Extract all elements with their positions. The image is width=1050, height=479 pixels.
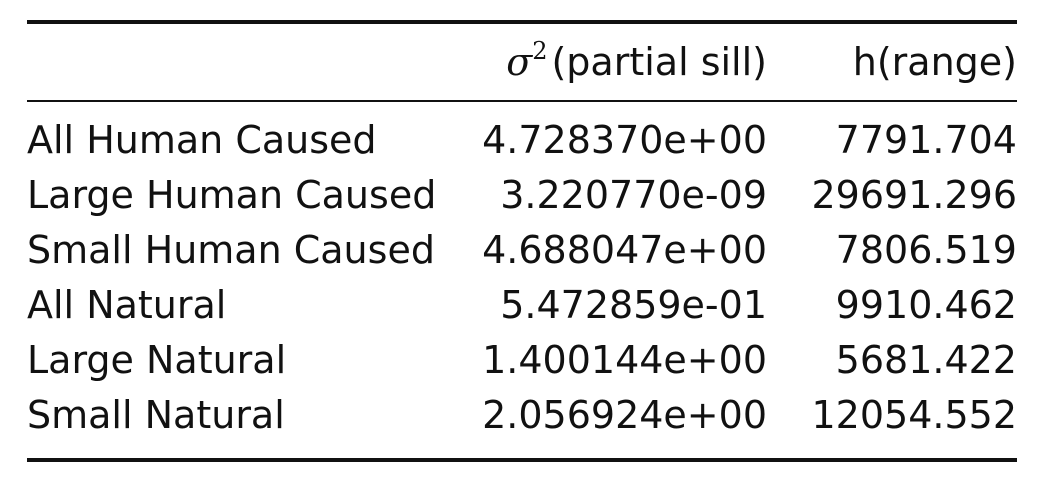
header-row: σ2 (partial sill) h(range) — [27, 24, 1017, 100]
row-partial-sill: 5.472859e-01 — [500, 282, 767, 327]
row-label: Small Natural — [27, 392, 285, 437]
sigma-symbol: σ — [506, 40, 533, 84]
row-label: All Natural — [27, 282, 227, 327]
header-partial-sill-text: (partial sill) — [551, 40, 767, 84]
header-range: h(range) — [852, 40, 1017, 84]
bottom-rule — [27, 458, 1017, 462]
row-range: 12054.552 — [811, 392, 1018, 437]
row-label: Large Human Caused — [27, 172, 437, 217]
row-partial-sill: 2.056924e+00 — [482, 392, 767, 437]
row-label: All Human Caused — [27, 117, 377, 162]
row-label: Large Natural — [27, 337, 287, 382]
header-rule — [27, 100, 1017, 102]
row-range: 7791.704 — [835, 117, 1017, 162]
row-range: 29691.296 — [811, 172, 1018, 217]
header-partial-sill: σ2 (partial sill) — [467, 37, 767, 84]
table-body: All Human Caused 4.728370e+00 7791.704 L… — [27, 102, 1017, 458]
row-partial-sill: 4.728370e+00 — [482, 117, 767, 162]
row-range: 9910.462 — [835, 282, 1017, 327]
table-row: All Human Caused 4.728370e+00 7791.704 — [27, 112, 1017, 167]
table-row: All Natural 5.472859e-01 9910.462 — [27, 277, 1017, 332]
table-row: Small Human Caused 4.688047e+00 7806.519 — [27, 222, 1017, 277]
row-partial-sill: 4.688047e+00 — [482, 227, 767, 272]
row-range: 5681.422 — [835, 337, 1017, 382]
top-rule — [27, 20, 1017, 24]
data-table: σ2 (partial sill) h(range) All Human Caus… — [27, 20, 1017, 462]
sigma-exponent: 2 — [532, 37, 548, 65]
table-row: Small Natural 2.056924e+00 12054.552 — [27, 387, 1017, 442]
table-row: Large Natural 1.400144e+00 5681.422 — [27, 332, 1017, 387]
row-label: Small Human Caused — [27, 227, 435, 272]
row-partial-sill: 1.400144e+00 — [482, 337, 767, 382]
row-range: 7806.519 — [835, 227, 1017, 272]
row-partial-sill: 3.220770e-09 — [500, 172, 767, 217]
table-row: Large Human Caused 3.220770e-09 29691.29… — [27, 167, 1017, 222]
